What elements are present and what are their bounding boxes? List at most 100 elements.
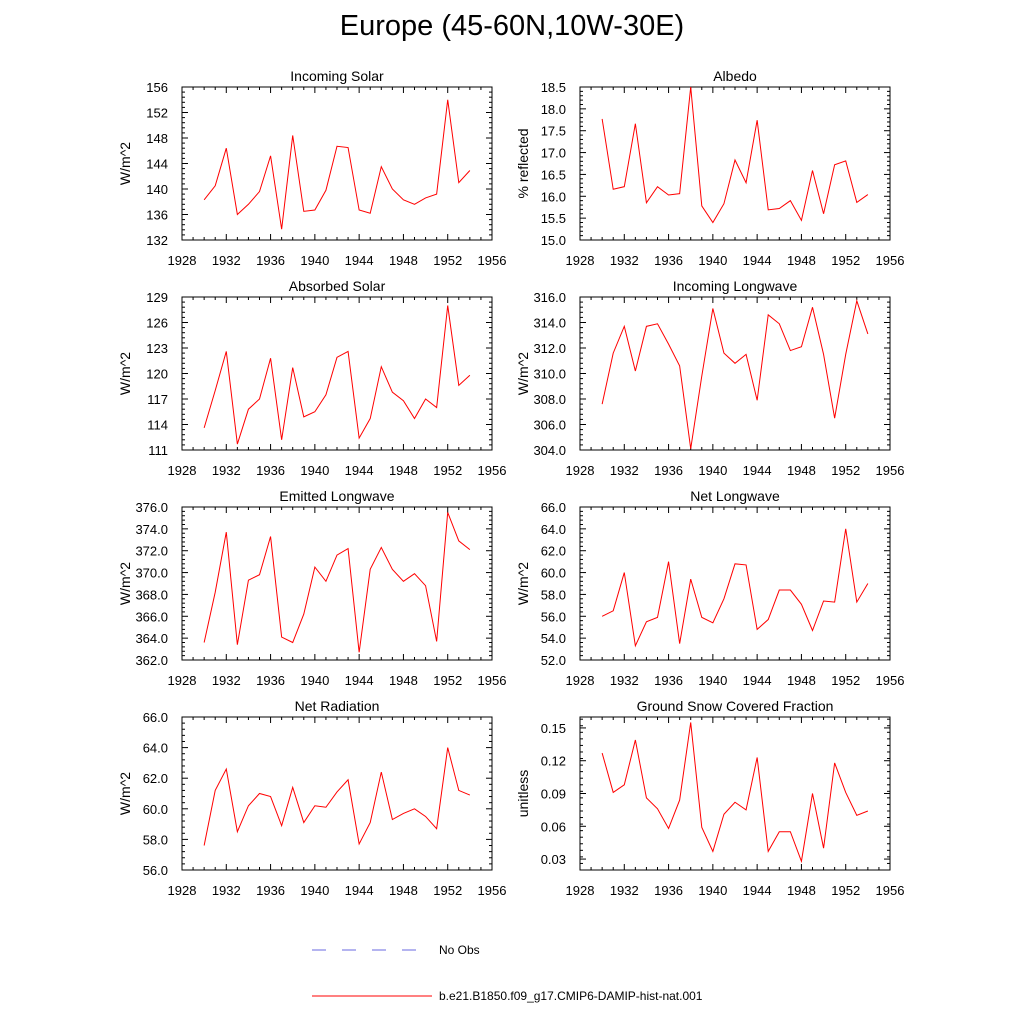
panel-incoming-solar-xtick-label: 1948 [389,253,418,268]
panel-incoming-longwave-xtick-label: 1948 [787,463,816,478]
panel-net-radiation-xtick-label: 1952 [433,883,462,898]
panel-net-longwave-ytick-label: 66.0 [541,500,566,515]
panel-ground-snow-covered-fraction-ytick-label: 0.12 [541,754,566,769]
panel-albedo-xtick-label: 1944 [743,253,772,268]
panel-albedo-ylabel: % reflected [515,128,531,198]
panel-incoming-longwave-xtick-label: 1944 [743,463,772,478]
panel-emitted-longwave-xtick-label: 1936 [256,673,285,688]
panel-net-radiation-xtick-label: 1928 [168,883,197,898]
panel-absorbed-solar-ytick-label: 114 [147,418,168,433]
panel-ground-snow-covered-fraction-xtick-label: 1936 [654,883,683,898]
panel-ground-snow-covered-fraction: Ground Snow Covered Fraction unitless 1928… [515,698,904,898]
panel-emitted-longwave-ylabel: W/m^2 [117,562,133,605]
panel-incoming-longwave-xtick-label: 1940 [698,463,727,478]
panel-albedo-series-line-0 [601,86,869,224]
panel-emitted-longwave-xtick-label: 1952 [433,673,462,688]
panel-ground-snow-covered-fraction-ytick-label: 0.03 [541,852,566,867]
panel-absorbed-solar-ytick-label: 123 [146,341,168,356]
panel-net-longwave-ylabel: W/m^2 [515,562,531,605]
panel-albedo-ytick-label: 16.0 [541,189,566,204]
panel-net-longwave-xtick-label: 1944 [743,673,772,688]
panel-net-radiation-frame [181,716,493,871]
panel-incoming-longwave-ytick-label: 304.0 [533,443,566,458]
panel-emitted-longwave-ytick-label: 376.0 [135,500,168,515]
panel-net-longwave-xtick-label: 1952 [831,673,860,688]
panel-albedo-xtick-label: 1928 [566,253,595,268]
panel-emitted-longwave: Emitted Longwave W/m^2 1928 1932 1936 1940 194… [117,488,506,688]
panel-net-longwave-xtick-label: 1956 [876,673,905,688]
panel-net-longwave-xtick-label: 1932 [610,673,639,688]
panel-absorbed-solar-ytick-label: 129 [146,290,168,305]
panel-net-longwave-ytick-label: 58.0 [541,587,566,602]
panel-absorbed-solar-series-line-0 [203,305,471,445]
panel-net-radiation-ytick-label: 56.0 [143,863,168,878]
panel-net-radiation-ytick-label: 62.0 [143,771,168,786]
panel-net-longwave-ytick-label: 62.0 [541,544,566,559]
panel-net-radiation-xtick-label: 1948 [389,883,418,898]
panel-incoming-longwave-xtick-label: 1932 [610,463,639,478]
panel-emitted-longwave-xtick-label: 1956 [478,673,507,688]
panel-incoming-solar-xtick-label: 1956 [478,253,507,268]
panel-net-longwave-ytick-label: 60.0 [541,566,566,581]
panel-ground-snow-covered-fraction-series-line-0 [601,722,869,864]
panel-net-longwave-ytick-label: 54.0 [541,631,566,646]
panel-incoming-solar-xtick-label: 1936 [256,253,285,268]
panel-absorbed-solar-ytick-label: 117 [147,392,168,407]
panel-emitted-longwave-ytick-label: 364.0 [135,631,168,646]
panel-emitted-longwave-xtick-label: 1928 [168,673,197,688]
panel-absorbed-solar-xtick-label: 1944 [345,463,374,478]
panel-incoming-solar-ylabel: W/m^2 [117,142,133,185]
panel-ground-snow-covered-fraction-xtick-label: 1956 [876,883,905,898]
panel-net-radiation-ytick-label: 58.0 [143,832,168,847]
panel-incoming-solar-ytick-label: 148 [146,131,168,146]
panel-net-radiation-ytick-label: 64.0 [143,741,168,756]
panel-absorbed-solar-xtick-label: 1952 [433,463,462,478]
panel-absorbed-solar-xtick-label: 1940 [300,463,329,478]
panel-emitted-longwave-frame [181,506,493,661]
panel-albedo-ytick-label: 16.5 [541,167,566,182]
panel-grid: Incoming Solar W/m^2 1928 1932 1936 1940 1944 1… [117,68,904,898]
panel-albedo-xtick-label: 1932 [610,253,639,268]
panel-incoming-longwave-ytick-label: 314.0 [533,316,566,331]
panel-net-radiation: Net Radiation W/m^2 1928 1932 1936 1940 1944 19… [117,698,506,898]
panel-incoming-longwave-ytick-label: 312.0 [533,341,566,356]
legend: No Obs b.e21.B1850.f09_g17.CMIP6-DAMIP-h… [312,943,703,1003]
panel-albedo-ytick-label: 18.5 [541,80,566,95]
panel-absorbed-solar-ylabel: W/m^2 [117,352,133,395]
panel-incoming-longwave-xtick-label: 1956 [876,463,905,478]
panel-net-longwave-frame [579,506,891,661]
panel-ground-snow-covered-fraction-xtick-label: 1940 [698,883,727,898]
panel-incoming-longwave-title: Incoming Longwave [673,278,798,294]
panel-ground-snow-covered-fraction-xtick-label: 1952 [831,883,860,898]
panel-emitted-longwave-series-line-0 [203,512,471,653]
panel-ground-snow-covered-fraction-xtick-label: 1944 [743,883,772,898]
panel-net-radiation-xtick-label: 1940 [300,883,329,898]
panel-ground-snow-covered-fraction-xtick-label: 1928 [566,883,595,898]
panel-emitted-longwave-title: Emitted Longwave [279,488,394,504]
panel-net-radiation-xtick-label: 1932 [212,883,241,898]
panel-net-longwave-ytick-label: 52.0 [541,653,566,668]
panel-ground-snow-covered-fraction-frame [579,716,891,871]
panel-ground-snow-covered-fraction-xtick-label: 1948 [787,883,816,898]
panel-net-longwave-series-line-0 [601,528,869,648]
panel-incoming-longwave-series-line-0 [601,298,869,449]
panel-albedo-xtick-label: 1940 [698,253,727,268]
panel-incoming-solar-ytick-label: 144 [146,157,168,172]
panel-emitted-longwave-xtick-label: 1932 [212,673,241,688]
panel-net-longwave-xtick-label: 1940 [698,673,727,688]
panel-ground-snow-covered-fraction-ylabel: unitless [515,770,531,817]
panel-ground-snow-covered-fraction-ytick-label: 0.09 [541,787,566,802]
panel-albedo-ytick-label: 15.0 [541,233,566,248]
panel-albedo-xtick-label: 1948 [787,253,816,268]
panel-absorbed-solar-ytick-label: 111 [148,443,168,458]
panel-incoming-longwave-ylabel: W/m^2 [515,352,531,395]
panel-incoming-solar-series-line-0 [203,99,471,230]
panel-net-radiation-title: Net Radiation [295,698,380,714]
panel-net-longwave: Net Longwave W/m^2 1928 1932 1936 1940 1944 194… [515,488,904,688]
panel-incoming-longwave-ytick-label: 310.0 [533,367,566,382]
panel-net-radiation-xtick-label: 1936 [256,883,285,898]
panel-albedo-xtick-label: 1952 [831,253,860,268]
panel-albedo: Albedo % reflected 1928 1932 1936 1940 1944 194… [515,68,904,268]
legend-label-no-obs: No Obs [439,943,480,957]
panel-emitted-longwave-xtick-label: 1948 [389,673,418,688]
